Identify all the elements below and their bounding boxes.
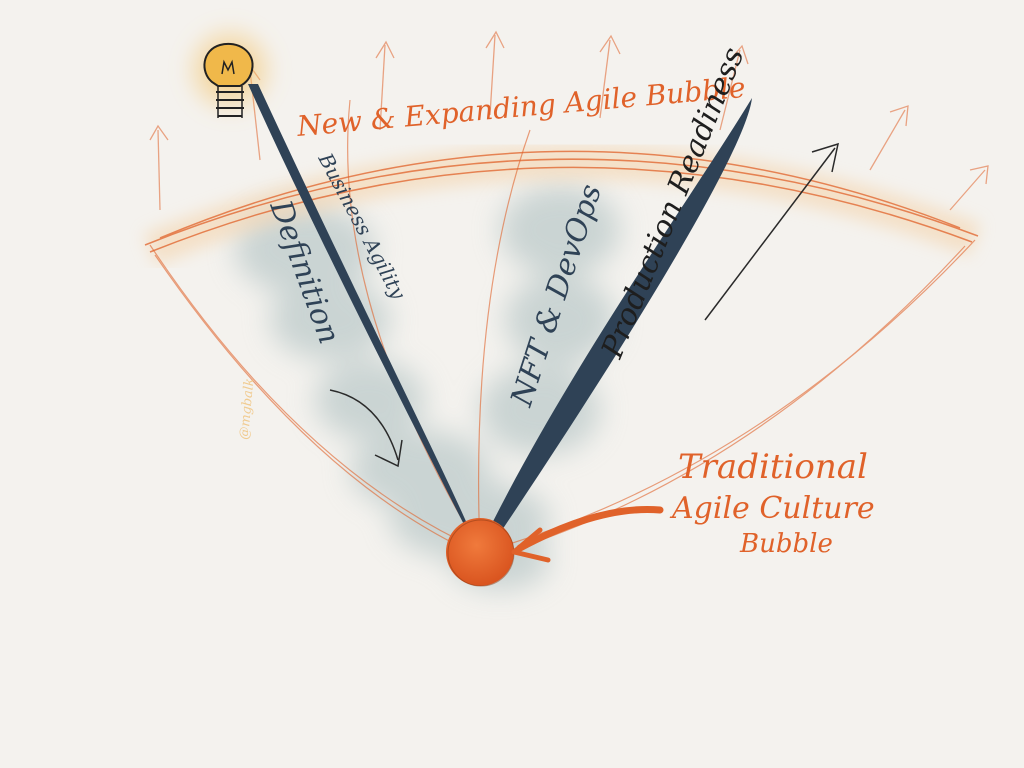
definition-arrow <box>329 389 403 468</box>
bubble-wash <box>143 145 982 266</box>
production-readiness-arrow <box>704 142 840 321</box>
left-branch-stroke <box>248 84 478 552</box>
core-label-line1: Traditional <box>678 447 868 487</box>
artist-signature: @mgbalk <box>237 377 257 440</box>
traditional-bubble-core <box>446 518 515 587</box>
expanding-bubble-arc <box>144 150 979 253</box>
core-pointer-arrow <box>511 506 664 563</box>
core-label-line2: Agile Culture <box>669 491 875 526</box>
core-label-line3: Bubble <box>739 529 833 559</box>
expanding-bubble-label: New & Expanding Agile Bubble <box>295 71 747 143</box>
right-branch-stroke <box>478 98 752 554</box>
